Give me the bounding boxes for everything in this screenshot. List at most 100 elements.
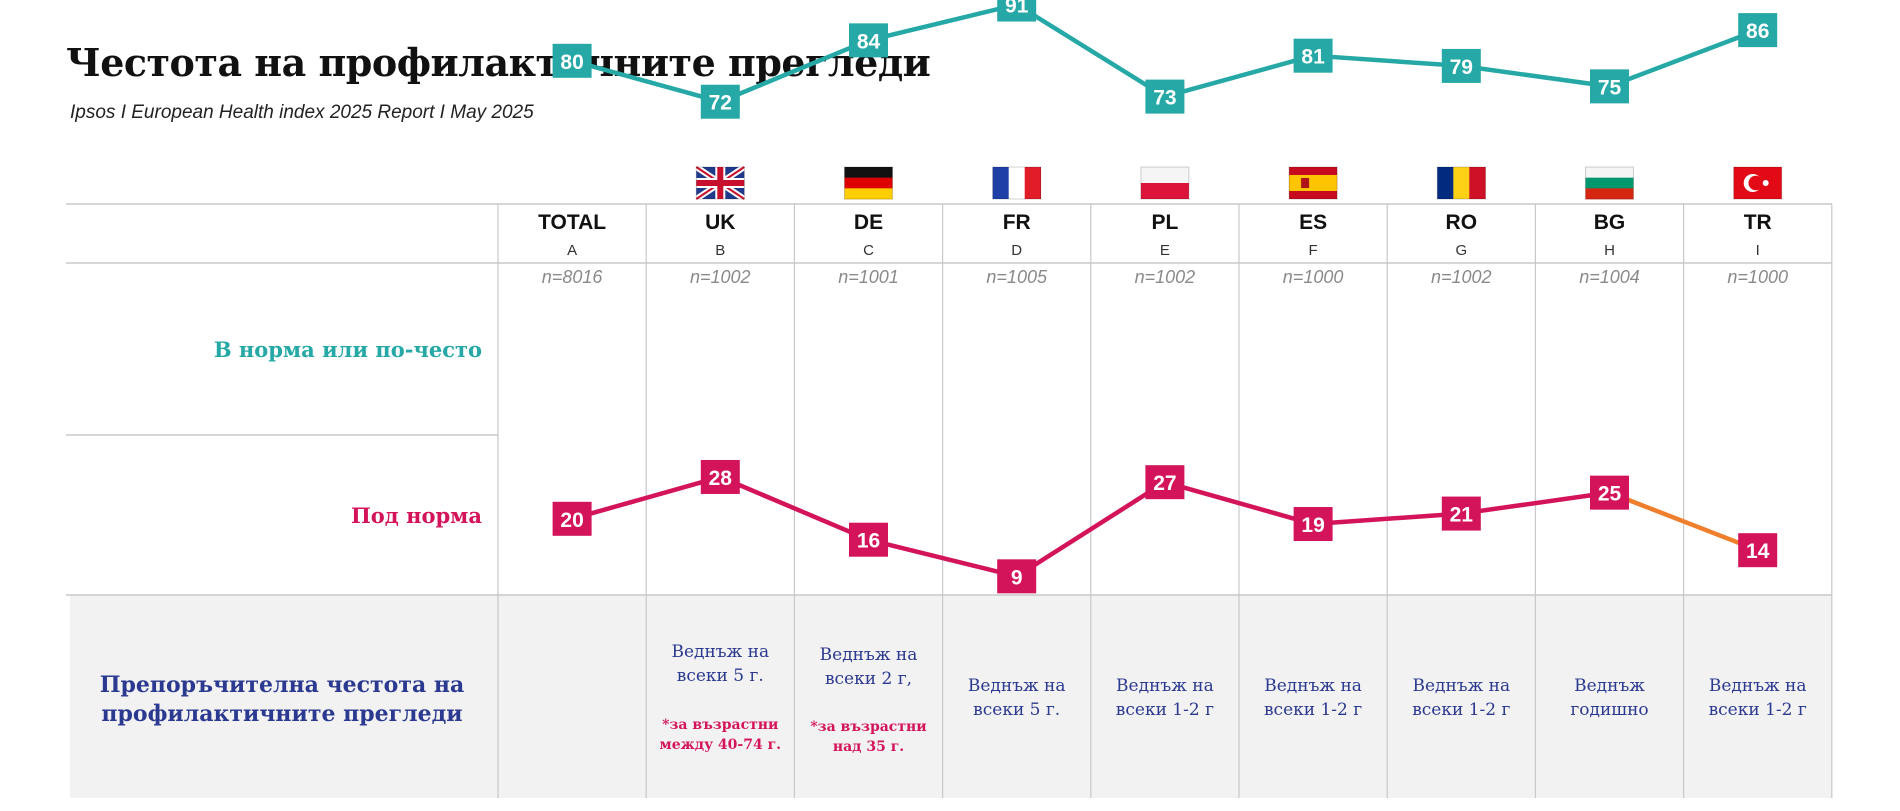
data-point (1590, 475, 1629, 510)
data-label: 27 (1153, 472, 1176, 495)
data-label: 91 (1005, 0, 1029, 18)
column-header: ES (1299, 211, 1327, 234)
sample-size: n=1002 (1135, 267, 1196, 287)
recommendation-text: всеки 1-2 г (1264, 700, 1362, 720)
column-letter: C (863, 242, 874, 259)
page-subtitle: Ipsos I European Health index 2025 Repor… (70, 102, 534, 123)
data-point (700, 459, 740, 494)
sample-size: n=1002 (1431, 267, 1492, 287)
column-header: BG (1594, 211, 1626, 234)
recommendation-text: Веднъж на (1264, 676, 1362, 696)
data-point (700, 84, 740, 119)
recommendation-text: Веднъж на (968, 676, 1066, 696)
data-point (1441, 48, 1481, 83)
data-label: 19 (1301, 514, 1324, 537)
data-label: 73 (1153, 87, 1176, 110)
column-header: TOTAL (538, 211, 606, 234)
recommendation-note: *за възрастни (662, 717, 778, 733)
data-label: 14 (1746, 540, 1770, 563)
data-point (1590, 69, 1629, 104)
column-header: TR (1744, 211, 1772, 234)
data-label: 28 (709, 467, 733, 490)
recommendation-text: всеки 2 г, (825, 669, 912, 689)
sample-size: n=8016 (542, 267, 604, 287)
recommendation-text: всеки 5 г. (677, 666, 764, 686)
data-label: 79 (1450, 56, 1473, 79)
recommendation-text: Веднъж на (671, 642, 769, 662)
data-label: 20 (560, 509, 583, 532)
recommendation-text: Веднъж (1574, 676, 1645, 696)
data-point (1738, 533, 1778, 568)
recommendation-note: между 40-74 г. (660, 737, 781, 753)
ro-flag-icon (1436, 166, 1486, 200)
data-label: 80 (560, 51, 583, 74)
sample-size: n=1002 (690, 267, 751, 287)
column-header: FR (1003, 211, 1031, 234)
tr-flag-icon (1733, 166, 1783, 200)
column-letter: G (1455, 242, 1467, 259)
data-label: 72 (709, 92, 732, 115)
column-letter: D (1011, 242, 1022, 259)
sample-size: n=1000 (1283, 267, 1344, 287)
data-label: 75 (1598, 76, 1622, 99)
recommendation-text: всеки 1-2 г (1116, 700, 1214, 720)
series-line-segment (1608, 490, 1759, 553)
data-point (1738, 13, 1778, 48)
de-flag-icon (844, 166, 893, 200)
recommendation-text: годишно (1570, 700, 1648, 720)
data-point (849, 522, 888, 557)
sample-size: n=1000 (1727, 267, 1788, 287)
recommendation-text: всеки 5 г. (973, 700, 1060, 720)
data-point (1145, 465, 1185, 500)
column-header: RO (1446, 211, 1478, 234)
column-letter: F (1309, 242, 1318, 259)
es-flag-icon (1288, 166, 1338, 200)
series-label: В норма или по-често (214, 337, 482, 362)
page-title: Честота на профилактичните прегледи (66, 40, 931, 85)
column-letter: E (1160, 242, 1170, 259)
column-header: DE (854, 211, 883, 234)
recommendation-text: Веднъж на (820, 645, 918, 665)
data-point (1145, 79, 1185, 114)
column-header: UK (705, 211, 735, 234)
data-point (1293, 507, 1333, 542)
column-header: PL (1151, 211, 1178, 234)
data-label: 86 (1746, 20, 1769, 43)
column-letter: A (567, 242, 577, 259)
series-line (571, 474, 1610, 579)
data-label: 81 (1301, 46, 1325, 69)
data-point (997, 0, 1037, 22)
data-label: 25 (1598, 483, 1622, 506)
data-label: 16 (857, 530, 880, 553)
recommendation-text: всеки 1-2 г (1709, 700, 1807, 720)
recommendation-text: Веднъж на (1116, 676, 1214, 696)
data-label: 9 (1011, 566, 1023, 589)
recommendation-text: всеки 1-2 г (1412, 700, 1510, 720)
uk-flag-icon (694, 164, 746, 202)
column-letter: B (715, 242, 725, 259)
recommendation-note: над 35 г. (833, 739, 904, 755)
data-label: 84 (857, 30, 881, 53)
recommendation-label: профилактичните прегледи (101, 701, 462, 727)
recommendation-text: Веднъж на (1412, 676, 1510, 696)
data-point (552, 501, 592, 536)
sample-size: n=1005 (986, 267, 1048, 287)
sample-size: n=1004 (1579, 267, 1640, 287)
column-letter: H (1604, 242, 1615, 259)
fr-flag-icon (992, 166, 1042, 200)
data-point (997, 559, 1037, 594)
pl-flag-icon (1140, 166, 1190, 200)
recommendation-label: Препоръчителна честота на (100, 672, 464, 698)
data-point (1293, 38, 1333, 73)
data-point (552, 43, 592, 78)
data-label: 21 (1450, 504, 1474, 527)
recommendation-text: Веднъж на (1709, 676, 1807, 696)
bg-flag-icon (1585, 166, 1634, 200)
data-point (1441, 496, 1481, 531)
column-letter: I (1756, 242, 1760, 259)
data-point (849, 23, 888, 58)
recommendation-panel (70, 595, 1832, 798)
recommendation-note: *за възрастни (810, 719, 926, 735)
series-label: Под норма (351, 503, 482, 528)
